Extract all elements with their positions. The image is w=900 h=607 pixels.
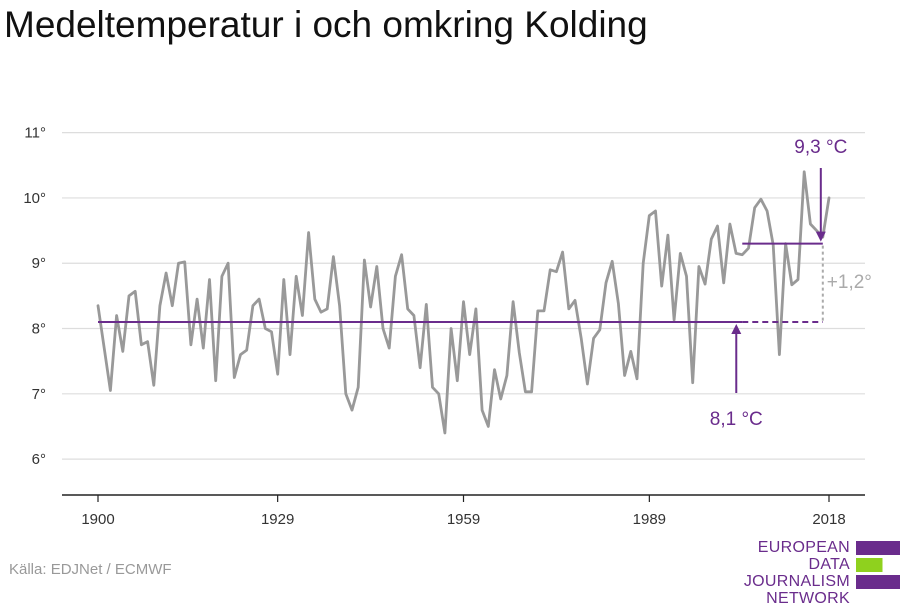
difference-label: +1,2°: [827, 272, 872, 293]
y-tick-label: 9°: [32, 255, 46, 272]
logo-bar-bottom: [856, 575, 900, 589]
chart-title: Medeltemperatur i och omkring Kolding: [4, 4, 648, 45]
baseline-arrow-head: [731, 323, 742, 334]
y-tick-label: 6°: [32, 451, 46, 468]
source-note: Källa: EDJNet / ECMWF: [9, 561, 172, 578]
logo-bar-top: [856, 541, 900, 555]
x-tick-label: 1989: [633, 511, 666, 528]
logo-bar-middle: [856, 558, 900, 572]
logo-line-1: EUROPEAN: [757, 539, 850, 556]
y-tick-label: 10°: [23, 190, 46, 207]
y-tick-label: 7°: [32, 386, 46, 403]
recent-arrow-head: [815, 231, 826, 242]
y-tick-label: 11°: [24, 125, 46, 142]
logo-text: EUROPEAN DATA JOURNALISM NETWORK: [700, 539, 850, 607]
logo-line-2: DATA JOURNALISM: [743, 556, 850, 590]
x-tick-label: 2018: [812, 511, 845, 528]
logo-line-3: NETWORK: [766, 590, 850, 607]
edjnet-logo: EUROPEAN DATA JOURNALISM NETWORK: [700, 533, 900, 607]
temperature-series-line: [96, 170, 831, 435]
baseline-annotation-label: 8,1 °C: [710, 409, 763, 430]
recent-annotation-label: 9,3 °C: [794, 137, 847, 158]
x-tick-label: 1900: [81, 511, 114, 528]
x-tick-label: 1959: [447, 511, 480, 528]
y-tick-label: 8°: [32, 321, 46, 338]
x-tick-label: 1929: [261, 511, 294, 528]
